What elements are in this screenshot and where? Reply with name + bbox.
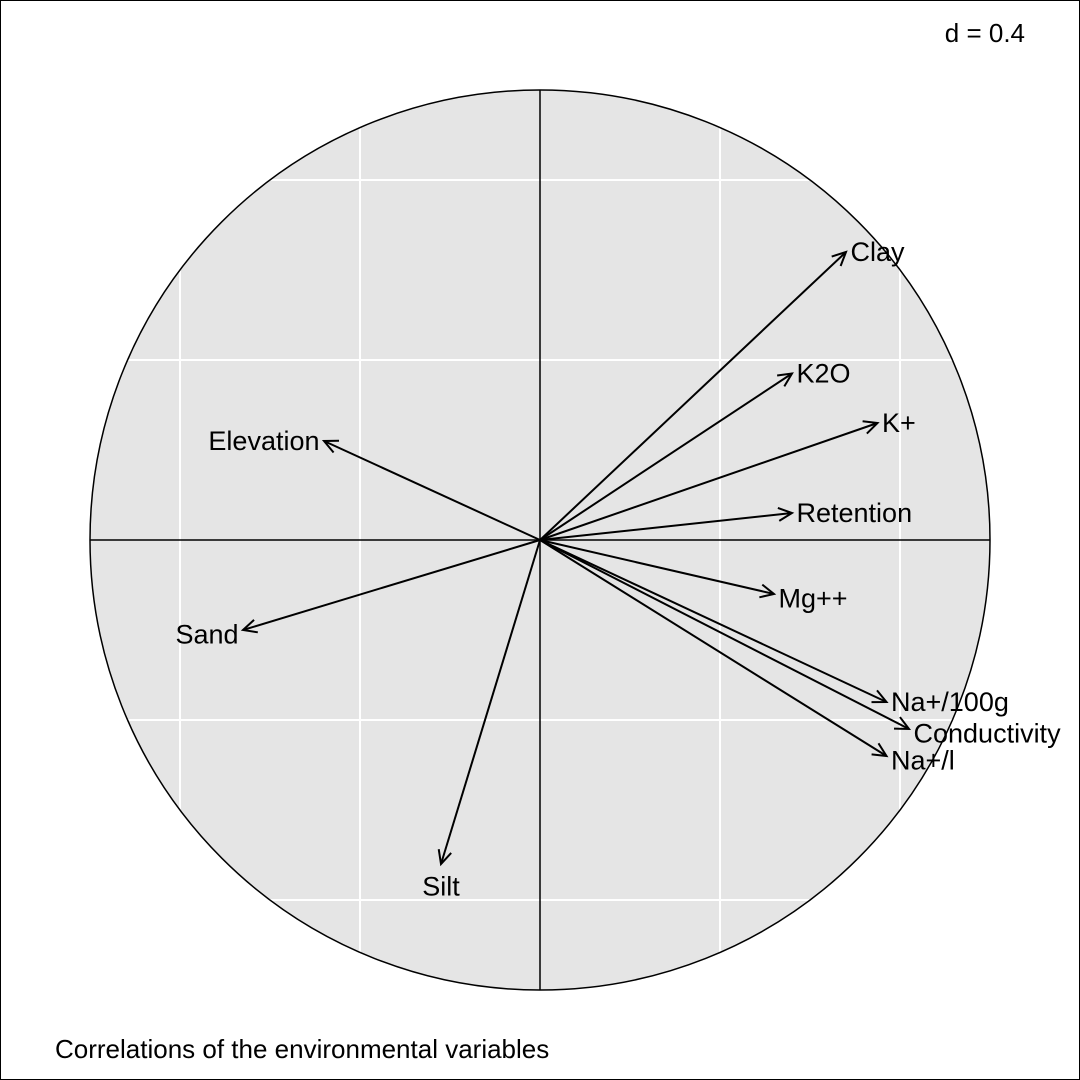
arrow-head-clay <box>831 250 848 267</box>
arrow-head-k2o <box>777 372 794 387</box>
arrow-conductivity <box>539 539 912 731</box>
arrow-elevation <box>321 439 541 541</box>
arrow-head-na-100g <box>871 689 889 704</box>
arrow-shaft-retention <box>539 512 793 541</box>
arrow-k2o <box>539 372 794 541</box>
arrow-shaft-mg <box>539 539 775 595</box>
label-mg: Mg++ <box>779 584 848 614</box>
arrow-head-na-l <box>871 742 889 758</box>
arrow-clay <box>539 250 848 541</box>
arrow-shaft-conductivity <box>539 539 910 730</box>
variable-arrows <box>240 250 912 867</box>
arrow-head-sand <box>240 619 258 634</box>
label-sand: Sand <box>175 620 238 650</box>
arrow-mg <box>539 539 777 599</box>
label-k: K+ <box>882 408 916 438</box>
arrow-shaft-clay <box>539 251 847 541</box>
label-clay: Clay <box>851 237 906 267</box>
arrow-shaft-elevation <box>323 440 541 541</box>
label-elevation: Elevation <box>208 426 319 456</box>
label-silt: Silt <box>422 872 460 902</box>
arrow-shaft-na-100g <box>539 539 887 703</box>
arrow-k <box>539 420 880 541</box>
arrow-shaft-k2o <box>539 372 793 541</box>
chart-title: Correlations of the environmental variab… <box>55 1034 549 1064</box>
label-conductivity: Conductivity <box>914 719 1062 749</box>
arrow-shaft-silt <box>440 539 541 865</box>
arrow-shaft-k <box>539 422 878 541</box>
label-retention: Retention <box>797 498 913 528</box>
variable-labels: Clay K2O K+ Retention Mg++ Na+/100gConductivi… <box>175 237 1061 902</box>
arrow-na-l <box>539 539 889 758</box>
grid-scale-label: d = 0.4 <box>945 18 1025 48</box>
arrow-head-elevation <box>321 439 340 454</box>
arrow-head-conductivity <box>893 716 912 731</box>
label-na-l: Na+/l <box>891 746 955 776</box>
arrow-head-silt <box>437 849 452 867</box>
arrow-retention <box>539 507 795 541</box>
arrow-head-mg <box>759 583 777 599</box>
arrow-na-100g <box>539 539 889 704</box>
label-k2o: K2O <box>797 359 851 389</box>
arrow-head-k <box>862 420 880 435</box>
label-na-100g: Na+/100g <box>891 687 1009 717</box>
arrow-silt <box>437 539 541 867</box>
arrow-shaft-na-l <box>539 539 888 757</box>
arrow-shaft-sand <box>242 539 541 631</box>
arrow-sand <box>240 539 541 634</box>
correlation-circle-outline <box>89 89 991 991</box>
arrow-head-retention <box>777 507 795 522</box>
